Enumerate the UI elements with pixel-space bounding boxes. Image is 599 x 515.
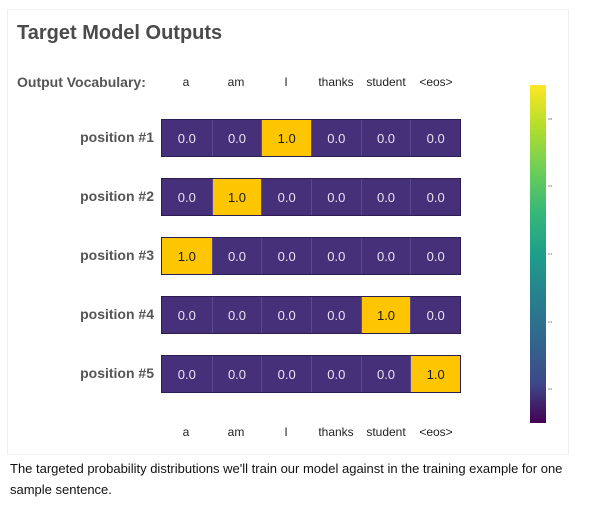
bottom-vocab-label-5: <eos>	[419, 425, 453, 439]
grid-cell: 0.0	[410, 120, 461, 156]
grid-cell: 0.0	[360, 120, 411, 156]
colorbar-gradient	[530, 85, 546, 423]
grid-cell: 0.0	[162, 120, 212, 156]
top-vocab-label-5: <eos>	[419, 75, 453, 89]
grid-cell: 0.0	[211, 238, 262, 274]
output-vocabulary-label: Output Vocabulary:	[17, 74, 146, 90]
grid-cell: 0.0	[261, 356, 311, 392]
grid-row-5: 0.0 0.0 0.0 0.0 0.0 1.0	[161, 355, 461, 393]
grid-row-3: 1.0 0.0 0.0 0.0 0.0 0.0	[161, 237, 461, 275]
colorbar-tick-label: 0.6	[548, 184, 553, 189]
grid-cell: 0.0	[261, 297, 311, 333]
row-label-3: position #3	[80, 247, 154, 263]
colorbar-tick-label: 0.2	[548, 319, 553, 324]
top-vocab-label-1: am	[227, 75, 245, 89]
grid-cell: 0.0	[311, 297, 361, 333]
grid-cell: 0.0	[311, 356, 361, 392]
grid-cell: 0.0	[211, 356, 262, 392]
top-vocab-label-3: thanks	[318, 75, 354, 89]
figure-title: Target Model Outputs	[17, 22, 223, 44]
grid-cell: 0.0	[311, 238, 361, 274]
top-vocab-label-2: I	[284, 75, 288, 89]
grid-row-1: 0.0 0.0 1.0 0.0 0.0 0.0	[161, 119, 461, 157]
grid-cell: 1.0	[360, 297, 411, 333]
grid-row-4: 0.0 0.0 0.0 0.0 1.0 0.0	[161, 296, 461, 334]
grid-cell: 0.0	[410, 238, 461, 274]
bottom-vocab-label-1: am	[227, 425, 245, 439]
grid-cell: 1.0	[410, 356, 461, 392]
bottom-vocab-label-3: thanks	[318, 425, 354, 439]
grid-cell: 1.0	[211, 179, 262, 215]
grid-cell: 0.0	[211, 120, 262, 156]
colorbar-tick-label: 0.0	[548, 387, 553, 392]
colorbar	[530, 85, 546, 423]
colorbar-tick-label: 0.4	[548, 252, 553, 256]
grid-cell: 0.0	[410, 179, 461, 215]
colorbar-tick-label: 0.8	[548, 116, 553, 121]
grid-cell: 0.0	[311, 120, 361, 156]
row-label-5: position #5	[80, 365, 154, 381]
row-label-4: position #4	[80, 306, 154, 322]
grid-cell: 0.0	[311, 179, 361, 215]
grid-cell: 0.0	[211, 297, 262, 333]
grid-cell: 0.0	[261, 179, 311, 215]
figure-caption: The targeted probability distributions w…	[10, 461, 563, 497]
grid-row-2: 0.0 1.0 0.0 0.0 0.0 0.0	[161, 178, 461, 216]
grid-cell: 0.0	[162, 179, 212, 215]
bottom-vocab-label-2: I	[284, 425, 288, 439]
row-label-1: position #1	[80, 129, 154, 145]
grid-cell: 1.0	[261, 120, 311, 156]
grid-cell: 0.0	[360, 179, 411, 215]
grid-cell: 0.0	[162, 297, 212, 333]
top-vocab-label-0: a	[182, 75, 190, 89]
grid-cell: 0.0	[360, 238, 411, 274]
bottom-vocab-label-0: a	[182, 425, 190, 439]
top-vocab-label-4: student	[366, 75, 406, 89]
grid-cell: 1.0	[162, 238, 212, 274]
grid-cell: 0.0	[162, 356, 212, 392]
grid-cell: 0.0	[261, 238, 311, 274]
grid-cell: 0.0	[360, 356, 411, 392]
bottom-vocab-label-4: student	[366, 425, 406, 439]
grid-cell: 0.0	[410, 297, 461, 333]
row-label-2: position #2	[80, 188, 154, 204]
